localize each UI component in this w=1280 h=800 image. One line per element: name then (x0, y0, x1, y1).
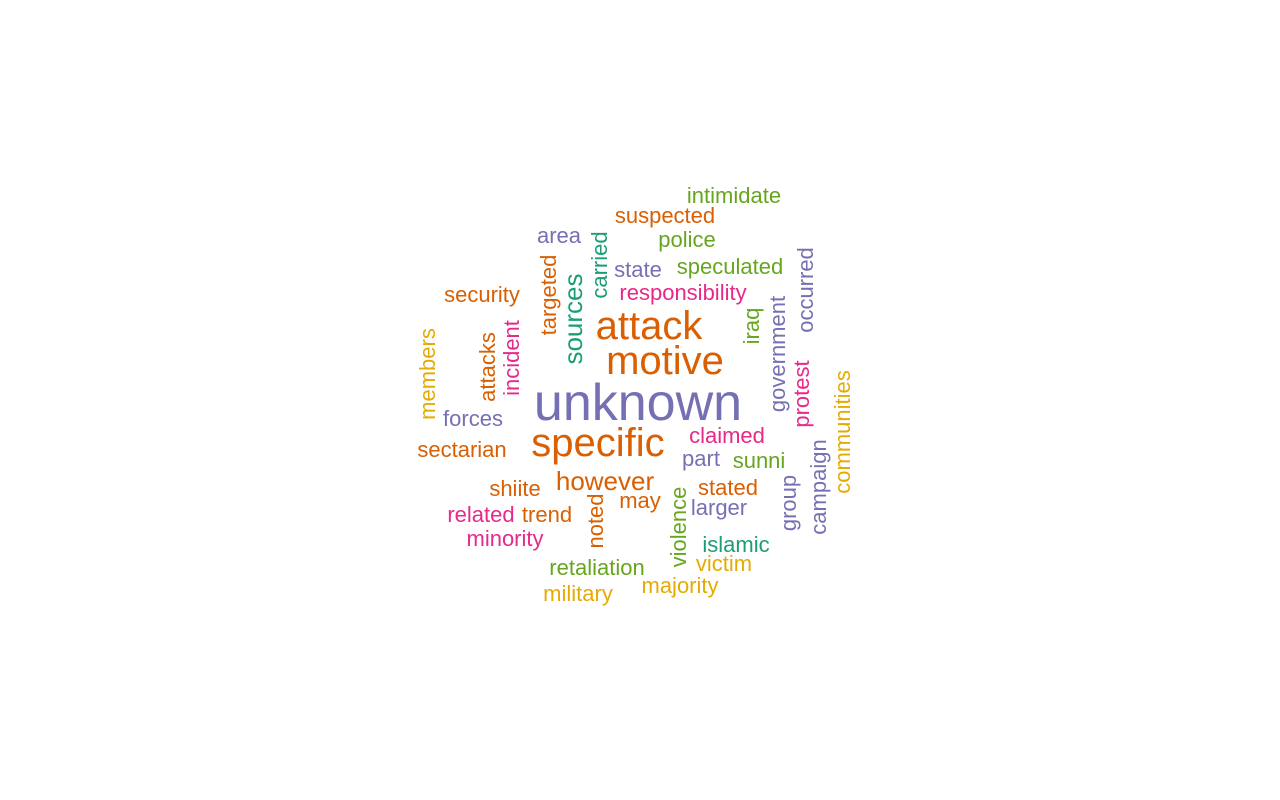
word-occurred: occurred (793, 247, 818, 333)
word-forces: forces (443, 406, 503, 431)
word-iraq: iraq (739, 307, 764, 345)
word-campaign: campaign (806, 439, 831, 535)
word-sectarian: sectarian (417, 437, 507, 462)
word-trend: trend (521, 502, 573, 527)
word-retaliation: retaliation (549, 555, 645, 580)
word-victim: victim (695, 551, 753, 576)
word-violence: violence (666, 486, 691, 568)
word-noted: noted (583, 493, 608, 549)
word-larger: larger (690, 495, 748, 520)
word-stated: stated (698, 475, 758, 500)
word-intimidate: intimidate (686, 183, 782, 208)
word-security: security (444, 282, 520, 307)
word-area: area (536, 223, 582, 248)
word-military: military (543, 581, 613, 606)
word-attack: attack (595, 304, 703, 348)
word-minority: minority (466, 526, 544, 551)
word-communities: communities (830, 370, 855, 494)
word-targeted: targeted (536, 254, 561, 336)
word-motive: motive (606, 339, 724, 383)
word-part: part (682, 446, 720, 471)
word-incident: incident (499, 320, 524, 396)
word-shiite: shiite (489, 476, 541, 501)
word-however: however (555, 466, 655, 496)
word-speculated: speculated (676, 254, 784, 279)
word-claimed: claimed (689, 423, 765, 448)
word-related: related (447, 502, 515, 527)
word-protest: protest (789, 360, 814, 428)
word-majority: majority (641, 573, 719, 598)
word-sunni: sunni (732, 448, 786, 473)
word-government: government (765, 295, 790, 413)
word-islamic: islamic (702, 532, 770, 557)
word-specific: specific (531, 421, 665, 465)
word-suspected: suspected (614, 203, 716, 228)
word-group: group (776, 474, 801, 532)
word-police: police (658, 227, 716, 252)
word-attacks: attacks (475, 332, 500, 402)
word-responsibility: responsibility (619, 280, 747, 305)
word-may: may (619, 488, 661, 513)
word-state: state (614, 257, 662, 282)
word-unknown: unknown (533, 374, 743, 432)
word-carried: carried (587, 231, 612, 299)
word-members: members (415, 328, 440, 420)
word-sources: sources (558, 273, 588, 365)
